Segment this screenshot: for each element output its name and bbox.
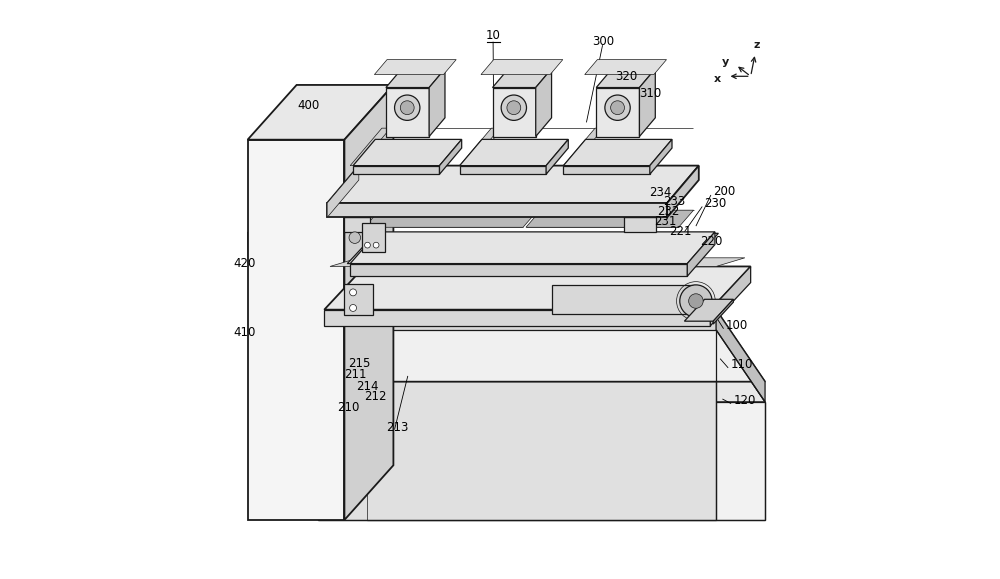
Polygon shape	[248, 85, 393, 140]
Circle shape	[689, 294, 703, 308]
Text: 230: 230	[705, 196, 727, 210]
Text: 200: 200	[713, 185, 735, 198]
Text: 214: 214	[356, 380, 378, 393]
Polygon shape	[429, 69, 445, 137]
Polygon shape	[667, 166, 699, 218]
Polygon shape	[585, 60, 667, 75]
Circle shape	[365, 242, 370, 248]
Polygon shape	[596, 87, 639, 137]
Polygon shape	[353, 140, 462, 166]
Text: 10: 10	[486, 30, 501, 42]
Text: 221: 221	[669, 225, 691, 239]
Circle shape	[373, 242, 379, 248]
Text: z: z	[753, 39, 760, 50]
Circle shape	[350, 305, 357, 312]
Polygon shape	[324, 310, 710, 326]
Circle shape	[349, 232, 361, 243]
Polygon shape	[248, 140, 344, 520]
Polygon shape	[650, 140, 672, 174]
Circle shape	[507, 101, 521, 115]
Polygon shape	[350, 263, 687, 276]
Circle shape	[605, 95, 630, 120]
Polygon shape	[353, 166, 439, 174]
Polygon shape	[563, 166, 650, 174]
Polygon shape	[552, 285, 696, 314]
Polygon shape	[386, 69, 445, 87]
Circle shape	[501, 95, 527, 120]
Polygon shape	[386, 87, 429, 137]
Text: 213: 213	[386, 422, 408, 434]
Circle shape	[400, 101, 414, 115]
Text: 211: 211	[344, 368, 366, 382]
Text: 310: 310	[639, 87, 662, 100]
Text: 233: 233	[663, 196, 685, 208]
Text: 120: 120	[733, 394, 756, 406]
Text: 100: 100	[726, 318, 748, 332]
Polygon shape	[365, 210, 538, 228]
Polygon shape	[318, 310, 765, 382]
Text: 110: 110	[730, 358, 753, 371]
Polygon shape	[546, 140, 568, 174]
Text: 232: 232	[657, 204, 680, 218]
Polygon shape	[344, 284, 373, 316]
Polygon shape	[362, 223, 385, 252]
Polygon shape	[327, 166, 699, 203]
Polygon shape	[344, 199, 386, 218]
Circle shape	[611, 101, 624, 115]
Text: 320: 320	[615, 70, 637, 83]
Polygon shape	[481, 60, 563, 75]
Text: 420: 420	[234, 257, 256, 270]
Text: 212: 212	[364, 390, 387, 403]
Polygon shape	[327, 166, 359, 218]
Text: 210: 210	[338, 401, 360, 414]
Text: 231: 231	[654, 215, 676, 228]
Circle shape	[350, 289, 357, 296]
Text: 234: 234	[649, 186, 671, 199]
Polygon shape	[318, 330, 765, 402]
Polygon shape	[624, 218, 656, 232]
Text: 400: 400	[297, 98, 319, 112]
Polygon shape	[324, 266, 751, 310]
Text: 215: 215	[348, 357, 370, 370]
Polygon shape	[563, 128, 604, 166]
Text: x: x	[714, 74, 721, 84]
Polygon shape	[367, 402, 765, 520]
Text: 220: 220	[701, 234, 723, 248]
Polygon shape	[716, 310, 765, 402]
Polygon shape	[493, 87, 536, 137]
Polygon shape	[460, 140, 568, 166]
Text: 300: 300	[592, 35, 614, 48]
Polygon shape	[639, 69, 655, 137]
Polygon shape	[350, 232, 715, 263]
Polygon shape	[344, 218, 370, 232]
Polygon shape	[624, 199, 671, 218]
Polygon shape	[526, 210, 694, 228]
Polygon shape	[460, 166, 546, 174]
Polygon shape	[350, 128, 391, 166]
Polygon shape	[563, 140, 672, 166]
Polygon shape	[684, 299, 733, 321]
Polygon shape	[710, 266, 751, 326]
Polygon shape	[536, 69, 552, 137]
Polygon shape	[596, 69, 655, 87]
Polygon shape	[687, 232, 715, 276]
Polygon shape	[493, 69, 552, 87]
Text: y: y	[722, 57, 729, 67]
Polygon shape	[318, 330, 716, 520]
Polygon shape	[374, 60, 456, 75]
Circle shape	[680, 285, 712, 317]
Polygon shape	[344, 85, 393, 520]
Text: 410: 410	[234, 326, 256, 339]
Polygon shape	[330, 258, 745, 266]
Polygon shape	[439, 140, 462, 174]
Polygon shape	[318, 310, 716, 330]
Polygon shape	[327, 203, 667, 218]
Polygon shape	[347, 233, 718, 263]
Polygon shape	[713, 299, 733, 324]
Circle shape	[395, 95, 420, 120]
Polygon shape	[460, 128, 500, 166]
